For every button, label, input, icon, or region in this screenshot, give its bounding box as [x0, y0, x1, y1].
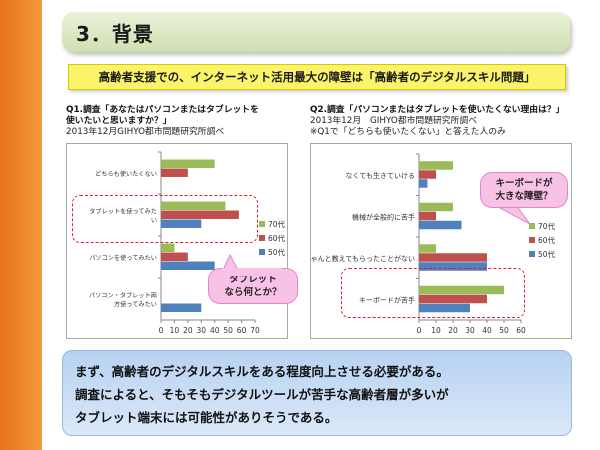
q2-bar	[419, 253, 487, 262]
q2-legend-label: 50代	[538, 249, 556, 259]
q1-highlight-box	[72, 195, 258, 243]
q2-bar	[419, 244, 436, 253]
q2-x-tick-label: 30	[465, 326, 475, 335]
q1-bar	[161, 303, 202, 312]
q2-x-tick-label: 40	[482, 326, 492, 335]
q2-legend-label: 70代	[538, 221, 556, 231]
q2-x-tick-label: 0	[417, 326, 422, 335]
q2-category-label: 機械が全般的に苦手	[352, 212, 415, 221]
summary-line-2: 調査によると、そもそもデジタルツールが苦手な高齢者層が多いが	[75, 387, 449, 402]
q1-title-line2: 使いたいと思いますか？」	[66, 116, 172, 126]
q1-x-tick-label: 10	[170, 326, 180, 335]
title-banner: 3．背景	[62, 12, 570, 52]
headline-banner: 高齢者支援での、インターネット活用最大の障壁は「高齢者のデジタルスキル問題」	[68, 64, 566, 90]
q2-category-label: なくても生きていける	[346, 171, 415, 180]
q2-callout-line1: キーボードが	[495, 178, 553, 189]
q2-x-tick-label: 60	[516, 326, 526, 335]
q1-legend-label: 60代	[268, 233, 286, 243]
q2-bar	[419, 211, 436, 221]
q1-category-label: パソコン・タブレット両	[89, 292, 157, 300]
q1-x-tick-label: 60	[237, 326, 247, 335]
q2-bar	[419, 285, 504, 295]
q2-legend-swatch	[529, 223, 535, 229]
q1-callout-line1: タブレット	[229, 274, 277, 285]
q1-bar	[161, 168, 188, 177]
q1-bar	[161, 261, 215, 270]
q2-callout-line2: 大きな障壁？	[495, 191, 553, 202]
q1-bar	[161, 159, 215, 168]
q1-bar	[161, 210, 239, 219]
q1-x-tick-label: 30	[197, 326, 207, 335]
q1-callout-tail-cover	[222, 268, 282, 276]
q1-legend-swatch	[259, 235, 265, 241]
q2-callout: キーボードが 大きな障壁？	[480, 172, 568, 208]
slide-title: 3．背景	[76, 22, 154, 46]
q2-x-tick-label: 50	[499, 326, 509, 335]
q2-legend-swatch	[529, 251, 535, 257]
q2-bar	[419, 202, 453, 212]
q1-legend-label: 50代	[268, 247, 286, 257]
q1-x-tick-label: 70	[250, 326, 260, 335]
q1-chart-svg: 0 10 20 30 40 50 60 70 どちらも使いたくないタブレットを使ってみたいパソコ…	[89, 151, 286, 335]
q1-category-label: い	[151, 218, 157, 225]
q1-bar	[161, 243, 175, 252]
q1-category-label: どちらも使いたくない	[95, 170, 157, 178]
headline-text: 高齢者支援での、インターネット活用最大の障壁は「高齢者のデジタルスキル問題」	[98, 70, 536, 84]
q2-x-tick-label: 20	[448, 326, 458, 335]
q1-bar	[161, 252, 188, 261]
q2-title: Q2.調査「パソコンまたはタブレットを使いたくない理由は？」	[310, 105, 565, 115]
q1-category-label: タブレットを使ってみた	[89, 208, 157, 216]
q2-category-label: キーボードが苦手	[359, 295, 415, 304]
q2-legend-swatch	[529, 237, 535, 243]
q2-chart-svg: 0 10 20 30 40 50 60 なくても生きていける機械が全般的に苦手ちゃんと教えても…	[311, 153, 556, 335]
q1-bar	[161, 201, 226, 210]
q1-legend-label: 70代	[268, 219, 286, 229]
q1-source: 2013年12月GIHYO都市問題研究所調べ	[66, 127, 225, 137]
q1-legend-swatch	[259, 249, 265, 255]
q1-x-tick-label: 20	[183, 326, 193, 335]
q2-highlight-box	[341, 268, 525, 318]
q2-x-tick-label: 10	[431, 326, 441, 335]
side-accent-bar	[0, 0, 42, 450]
q2-bar	[419, 220, 462, 230]
q2-bar	[419, 161, 453, 170]
q1-x-tick-label: 40	[210, 326, 220, 335]
q2-bar	[419, 294, 487, 304]
q2-legend-label: 60代	[538, 235, 556, 245]
q1-category-label: パソコンを使ってみたい	[89, 254, 157, 262]
q1-legend-swatch	[259, 221, 265, 227]
q1-title-line1: Q1.調査「あなたはパソコンまたはタブレットを	[66, 105, 259, 115]
q2-bar	[419, 179, 428, 188]
q2-note: ※Q1で「どちらも使いたくない」と答えた人のみ	[310, 127, 506, 137]
q1-callout-line2: なら何とか？	[224, 287, 282, 298]
summary-line-3: タブレット端末には可能性がありそうである。	[75, 410, 338, 425]
q1-x-tick-label: 0	[159, 326, 164, 335]
q1-bar	[161, 219, 202, 228]
q2-category-label: ちゃんと教えてもらったことがない	[311, 254, 415, 263]
q1-category-label: 方使ってみたい	[114, 301, 157, 309]
q2-source: 2013年12月 GIHYO都市問題研究所調べ	[310, 116, 477, 126]
summary-box: まず、高齢者のデジタルスキルをある程度向上させる必要がある。 調査によると、そも…	[62, 350, 572, 436]
q2-bar	[419, 170, 436, 179]
q2-bar	[419, 262, 487, 271]
summary-line-1: まず、高齢者のデジタルスキルをある程度向上させる必要がある。	[75, 364, 449, 379]
q2-bar	[419, 303, 470, 313]
q1-x-tick-label: 50	[223, 326, 233, 335]
